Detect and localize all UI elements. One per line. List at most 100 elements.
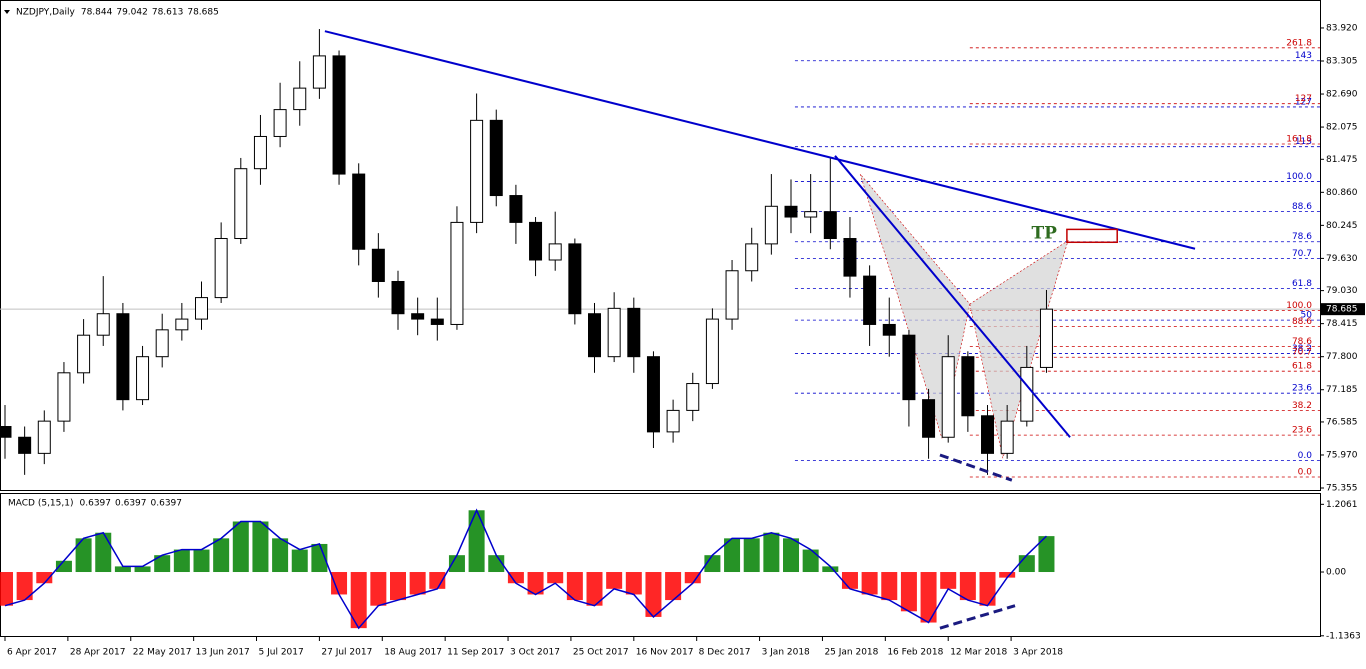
macd-bar [173, 549, 190, 573]
candle-body [745, 243, 759, 272]
last-price-box [1321, 303, 1365, 316]
macd-bar [547, 572, 564, 584]
candle-body [863, 275, 877, 325]
fib-label: 100.0 [1286, 301, 1312, 311]
candle-body [450, 221, 464, 325]
price-panel-frame [0, 0, 1321, 491]
candle-body [588, 313, 602, 358]
y-tick-label: 83.305 [1326, 56, 1358, 66]
candle-body [96, 313, 110, 336]
candle-body [922, 399, 936, 438]
fib-label: 100.0 [1286, 172, 1312, 182]
fib-label: 0.0 [1298, 468, 1313, 478]
macd-panel-frame [0, 493, 1321, 637]
macd-bar [625, 572, 642, 595]
candle-body [312, 55, 326, 89]
fib-label: 70.7 [1292, 348, 1312, 358]
fib-label: 0.0 [1298, 451, 1313, 461]
header-value: 0.6397 [115, 499, 147, 509]
macd-bar [114, 566, 131, 573]
fib-label: 261.8 [1286, 38, 1312, 48]
x-tick-label: 8 Dec 2017 [699, 648, 751, 658]
macd-bar [665, 572, 682, 601]
macd-bar [154, 555, 171, 573]
macd-bar [940, 572, 957, 589]
y-tick-label: 75.355 [1326, 484, 1358, 494]
y-tick-label: -1.1363 [1326, 631, 1361, 641]
fib-label: 38.2 [1292, 344, 1312, 354]
macd-bar [743, 538, 760, 573]
macd-bar [134, 566, 151, 573]
candle-body [1039, 308, 1053, 368]
macd-bar [448, 555, 465, 573]
macd-bar [311, 543, 328, 573]
candle-body [57, 372, 71, 422]
candle-body [961, 356, 975, 417]
candle-body [981, 415, 995, 454]
candle-body [116, 313, 130, 401]
x-tick-label: 3 Oct 2017 [510, 648, 560, 658]
fib-label: 127 [1295, 94, 1312, 104]
y-tick-label: 79.030 [1326, 286, 1358, 296]
y-tick-label: 81.475 [1326, 155, 1358, 165]
macd-bar [783, 538, 800, 573]
y-tick-label: 78.415 [1326, 319, 1358, 329]
candle-body [136, 356, 150, 401]
candle-body [194, 297, 208, 320]
x-tick-label: 12 Mar 2018 [950, 648, 1007, 658]
fib-label: 127 [1295, 97, 1312, 107]
macd-bar [822, 566, 839, 573]
candle-body [37, 420, 51, 454]
menu-arrow[interactable] [4, 10, 10, 14]
candle-body [646, 356, 660, 433]
chart-title: NZDJPY,Daily [16, 8, 76, 18]
candle-body [882, 323, 896, 336]
y-tick-label: 0.00 [1326, 568, 1346, 578]
x-tick-label: 28 Apr 2017 [70, 648, 126, 658]
target-label: TP [1031, 223, 1057, 243]
x-tick-label: 16 Nov 2017 [636, 648, 694, 658]
macd-bar [252, 521, 269, 573]
candle-body [666, 409, 680, 433]
candle-body [804, 211, 818, 218]
trendline [834, 155, 1071, 438]
macd-bar [861, 572, 878, 595]
candle-body [175, 318, 189, 331]
candle-body [784, 205, 798, 218]
macd-bar [724, 538, 741, 573]
x-tick-label: 25 Oct 2017 [573, 648, 629, 658]
macd-bar [763, 532, 780, 573]
macd-bar [1038, 536, 1055, 573]
macd-bar [566, 572, 583, 601]
candle-body [293, 87, 307, 111]
macd-bar [881, 572, 898, 601]
candle-body [843, 238, 857, 277]
fib-label: 161.8 [1286, 134, 1312, 144]
trendline [324, 30, 1196, 250]
x-tick-label: 6 Apr 2017 [7, 648, 57, 658]
candle-body [1020, 366, 1034, 422]
candle-body [529, 221, 543, 261]
macd-bar [802, 549, 819, 573]
candle-body [548, 243, 562, 261]
fib-label: 50 [1301, 311, 1313, 321]
macd-bar [684, 572, 701, 584]
y-tick-label: 82.690 [1326, 90, 1358, 100]
fib-label: 61.8 [1292, 279, 1312, 289]
macd-line [4, 508, 1047, 630]
candle-body [941, 356, 955, 438]
macd-bar [232, 521, 249, 573]
candle-body [411, 313, 425, 320]
x-tick-label: 5 Jul 2017 [259, 648, 304, 658]
header-value: 0.6397 [80, 499, 112, 509]
candle-body [371, 248, 385, 282]
x-tick-label: 25 Jan 2018 [824, 648, 878, 658]
macd-bar [999, 572, 1016, 578]
candle-body [391, 280, 405, 315]
candle-body [568, 243, 582, 315]
candle-body [77, 334, 91, 374]
candle-body [725, 270, 739, 320]
trendline [939, 453, 1013, 482]
